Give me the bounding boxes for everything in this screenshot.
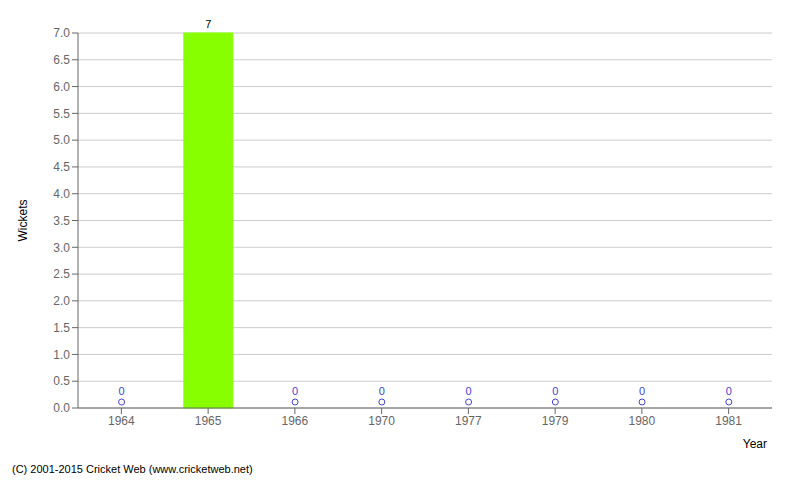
svg-text:4.5: 4.5 xyxy=(53,160,70,174)
svg-text:1966: 1966 xyxy=(282,414,309,428)
svg-text:5.0: 5.0 xyxy=(53,133,70,147)
svg-text:4.0: 4.0 xyxy=(53,187,70,201)
svg-text:6.0: 6.0 xyxy=(53,80,70,94)
svg-text:6.5: 6.5 xyxy=(53,53,70,67)
svg-text:3.0: 3.0 xyxy=(53,241,70,255)
svg-text:2.5: 2.5 xyxy=(53,267,70,281)
svg-text:2.0: 2.0 xyxy=(53,294,70,308)
svg-text:1965: 1965 xyxy=(195,414,222,428)
svg-text:0: 0 xyxy=(639,385,645,397)
svg-text:1980: 1980 xyxy=(629,414,656,428)
svg-text:1977: 1977 xyxy=(455,414,482,428)
svg-text:5.5: 5.5 xyxy=(53,107,70,121)
svg-text:0: 0 xyxy=(292,385,298,397)
svg-text:0.0: 0.0 xyxy=(53,401,70,415)
svg-text:0: 0 xyxy=(119,385,125,397)
svg-text:0: 0 xyxy=(466,385,472,397)
svg-text:0: 0 xyxy=(379,385,385,397)
svg-text:1964: 1964 xyxy=(108,414,135,428)
svg-text:3.5: 3.5 xyxy=(53,214,70,228)
svg-text:0: 0 xyxy=(726,385,732,397)
svg-text:1.0: 1.0 xyxy=(53,348,70,362)
svg-text:Wickets: Wickets xyxy=(16,200,30,242)
svg-text:1970: 1970 xyxy=(368,414,395,428)
svg-text:7: 7 xyxy=(205,18,211,30)
html-text:(C) 2001-2015 Cricket Web (www: (C) 2001-2015 Cricket Web (www.cricketwe… xyxy=(12,463,253,475)
svg-text:1.5: 1.5 xyxy=(53,321,70,335)
svg-text:1981: 1981 xyxy=(715,414,742,428)
svg-text:7.0: 7.0 xyxy=(53,26,70,40)
svg-text:0.5: 0.5 xyxy=(53,374,70,388)
svg-text:1979: 1979 xyxy=(542,414,569,428)
svg-text:0: 0 xyxy=(552,385,558,397)
svg-text:Year: Year xyxy=(743,437,767,451)
